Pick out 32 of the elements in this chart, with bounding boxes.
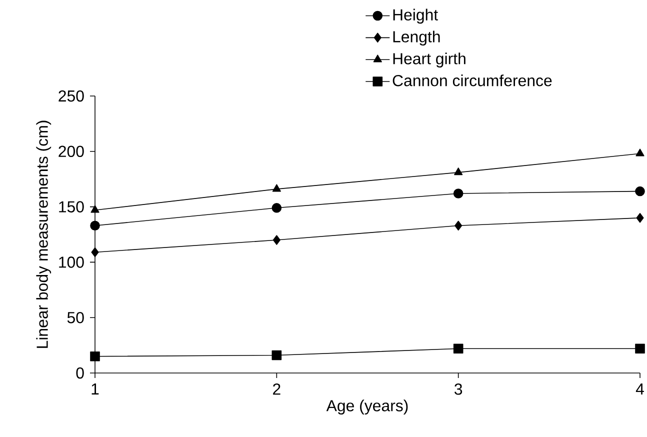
legend-label: Height	[393, 8, 438, 24]
point	[453, 344, 464, 354]
point	[635, 344, 645, 354]
y-tick-label: 100	[59, 256, 84, 268]
point	[272, 235, 280, 245]
x-tick-label: 4	[636, 384, 644, 394]
x-axis-title: Age (years)	[326, 400, 408, 414]
point	[91, 247, 99, 258]
point	[90, 351, 100, 362]
point	[90, 205, 100, 213]
legend-label: Length	[393, 30, 440, 46]
point	[90, 220, 100, 231]
point	[272, 184, 281, 192]
y-tick-label: 200	[58, 146, 84, 158]
point	[272, 350, 282, 360]
point	[454, 168, 463, 176]
x-tick-label: 1	[92, 384, 99, 394]
y-tick-label: 250	[58, 90, 84, 102]
point	[454, 220, 462, 231]
y-tick-label: 0	[76, 367, 84, 379]
legend-label: Cannon circumference	[392, 74, 552, 86]
point	[453, 188, 464, 198]
x-tick-label: 2	[273, 384, 280, 395]
point	[272, 203, 282, 213]
x-tick-label: 3	[454, 384, 462, 395]
y-tick-label: 150	[59, 201, 84, 212]
point	[636, 212, 644, 223]
y-axis-title: Linear body measurements (cm)	[36, 120, 52, 348]
point	[635, 186, 645, 196]
point	[636, 148, 644, 156]
legend-label: Heart girth	[393, 52, 466, 68]
y-tick-label: 50	[67, 312, 84, 324]
